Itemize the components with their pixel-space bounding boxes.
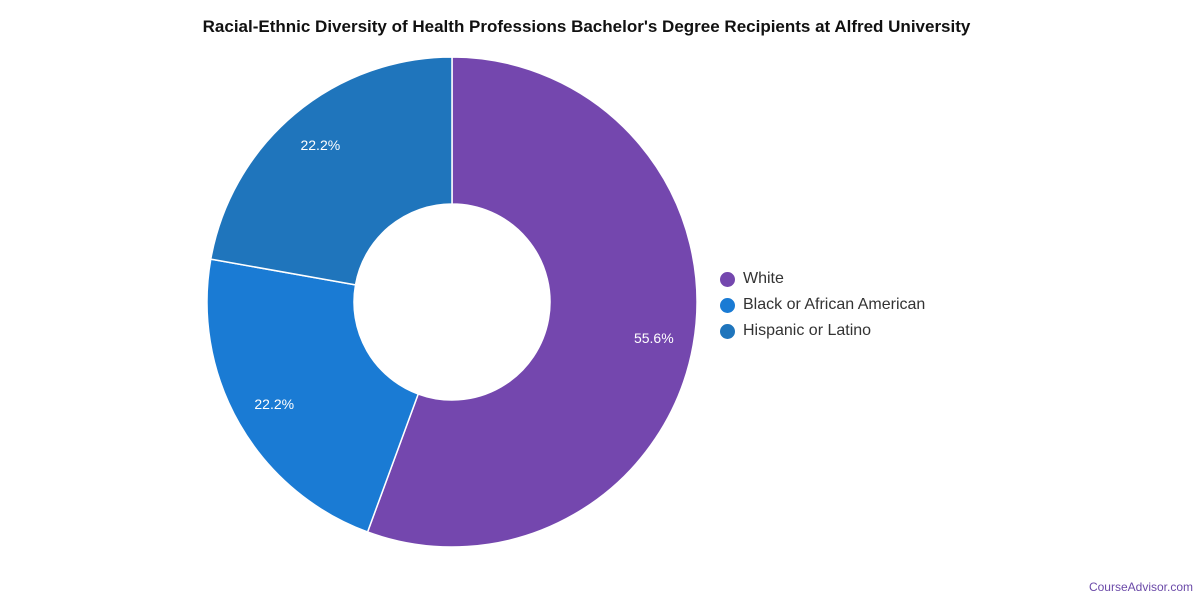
chart-legend: White Black or African American Hispanic o… — [720, 266, 925, 344]
legend-item[interactable]: Black or African American — [720, 292, 925, 318]
legend-label: Black or African American — [743, 296, 926, 313]
source-credit[interactable]: CourseAdvisor.com — [1088, 580, 1193, 594]
pie-slice-hispanic-or-latino[interactable] — [209, 56, 453, 286]
chart-title: Racial-Ethnic Diversity of Health Profes… — [202, 17, 971, 36]
legend-item[interactable]: Hispanic or Latino — [720, 318, 925, 344]
legend-label: Hispanic or Latino — [743, 322, 872, 339]
slice-value-label: 22.2% — [254, 396, 294, 412]
legend-swatch-icon — [720, 297, 735, 313]
pie-slice-white[interactable] — [366, 56, 698, 548]
slice-value-label: 22.2% — [300, 137, 340, 153]
pie-slice-black-or-african-american[interactable] — [206, 258, 420, 533]
legend-swatch-icon — [720, 323, 735, 339]
legend-item[interactable]: White — [720, 266, 925, 292]
slice-value-label: 55.6% — [634, 330, 674, 346]
legend-label: White — [743, 270, 784, 287]
legend-swatch-icon — [720, 271, 735, 287]
